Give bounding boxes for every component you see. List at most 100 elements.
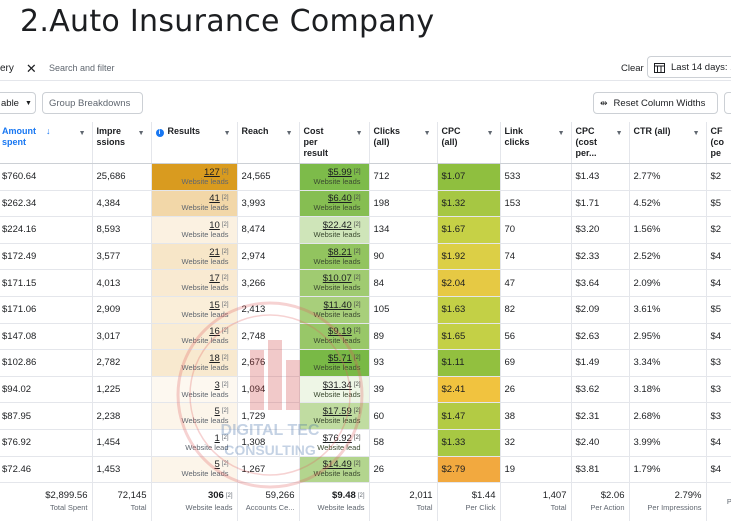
close-icon[interactable]: ✕ — [25, 60, 37, 76]
table-row[interactable]: $171.06 2,909 15 [2] Website leads 2,413 $11.4… — [0, 296, 731, 324]
reach-cell: 1,308 — [237, 429, 300, 457]
column-header-ctr-all[interactable]: CTR (all) ▼ — [629, 122, 707, 164]
cost-per-result-value[interactable]: $10.07 — [322, 273, 352, 285]
results-cell[interactable]: 16 [2] Website leads — [151, 323, 238, 351]
table-row[interactable]: $72.46 1,453 5 [2] Website leads 1,267 $14.49[… — [0, 456, 731, 484]
cost-per-result-label: Website leads — [313, 229, 361, 239]
cost-per-result-cell[interactable]: $9.19 [2] Website leads — [299, 323, 370, 351]
caret-down-icon[interactable]: ▼ — [285, 130, 293, 137]
caret-down-icon[interactable]: ▼ — [615, 130, 623, 137]
caret-down-icon[interactable]: ▼ — [355, 130, 363, 137]
cost-per-result-label: Website leads — [313, 283, 361, 293]
results-cell[interactable]: 1 [2] Website lead — [151, 429, 238, 457]
cost-per-result-value[interactable]: $22.42 — [322, 219, 352, 231]
caret-down-icon[interactable]: ▼ — [486, 130, 494, 137]
table-row[interactable]: $760.64 25,686 127 [2] Website leads 24,565 $5… — [0, 163, 731, 191]
cost-per-result-cell[interactable]: $17.59 [2] Website leads — [299, 402, 370, 430]
reset-column-widths-button[interactable]: ⇹ Reset Column Widths — [593, 92, 718, 114]
results-value[interactable]: 16 — [209, 326, 220, 338]
table-row[interactable]: $76.92 1,454 1 [2] Website lead 1,308 $76.92 [2… — [0, 429, 731, 457]
table-row[interactable]: $262.34 4,384 41 [2] Website leads 3,993 $6.40… — [0, 190, 731, 218]
caret-down-icon[interactable]: ▼ — [692, 130, 700, 137]
cost-per-result-cell[interactable]: $6.40 [2] Website leads — [299, 190, 370, 218]
column-header-results[interactable]: i Results ▼ — [151, 122, 238, 164]
results-value[interactable]: 15 — [209, 299, 220, 311]
cost-per-result-cell[interactable]: $76.92 [2] Website lead — [299, 429, 370, 457]
cost-per-result-sup: [2] — [353, 328, 361, 335]
results-value[interactable]: 5 — [214, 459, 220, 471]
cost-per-result-value[interactable]: $17.59 — [322, 406, 352, 418]
column-header-reach[interactable]: Reach ▼ — [237, 122, 300, 164]
column-header-link-clicks[interactable]: Link clicks ▼ — [500, 122, 572, 164]
caret-down-icon[interactable]: ▼ — [557, 130, 565, 137]
table-row[interactable]: $102.86 2,782 18 [2] Website leads 2,676 $5.71… — [0, 349, 731, 377]
cost-per-result-value[interactable]: $5.99 — [328, 166, 352, 178]
results-value[interactable]: 18 — [209, 352, 220, 364]
table-row[interactable]: $94.02 1,225 3 [2] Website leads 1,094 $31.34[… — [0, 376, 731, 404]
search-input[interactable]: Search and filter — [49, 63, 115, 73]
cost-per-result-value[interactable]: $76.92 — [322, 432, 352, 444]
caret-down-icon[interactable]: ▼ — [223, 130, 231, 137]
column-header-cpc-cost-per[interactable]: CPC (cost per... ▼ — [571, 122, 630, 164]
results-value[interactable]: 3 — [214, 379, 220, 391]
cost-per-result-value[interactable]: $6.40 — [328, 193, 352, 205]
cpc-cost-per-cell: $1.43 — [571, 163, 630, 191]
cost-per-result-cell[interactable]: $31.34 [2] Website leads — [299, 376, 370, 404]
more-button[interactable] — [724, 92, 731, 114]
impressions-cell: 2,909 — [92, 296, 152, 324]
results-cell[interactable]: 18 [2] Website leads — [151, 349, 238, 377]
truncated-cell: $3 — [706, 349, 731, 377]
results-cell[interactable]: 10 [2] Website leads — [151, 216, 238, 244]
cost-per-result-cell[interactable]: $11.40 [2] Website leads — [299, 296, 370, 324]
clear-button[interactable]: Clear — [621, 63, 644, 74]
results-value[interactable]: 127 — [203, 166, 220, 178]
total-cell: $9.48 [2] Website leads — [299, 482, 370, 521]
results-cell[interactable]: 21 [2] Website leads — [151, 243, 238, 271]
results-value[interactable]: 17 — [209, 273, 220, 285]
filter-chip[interactable]: ery ✕ — [0, 59, 37, 77]
column-header-impressions[interactable]: Impre ssions ▼ — [92, 122, 152, 164]
results-cell[interactable]: 3 [2] Website leads — [151, 376, 238, 404]
cost-per-result-cell[interactable]: $14.49 [2] Website leads — [299, 456, 370, 484]
cost-per-result-value[interactable]: $31.34 — [322, 379, 352, 391]
cost-per-result-cell[interactable]: $10.07 [2] Website leads — [299, 269, 370, 297]
cost-per-result-value[interactable]: $5.71 — [328, 352, 352, 364]
cost-per-result-cell[interactable]: $8.21 [2] Website leads — [299, 243, 370, 271]
results-cell[interactable]: 127 [2] Website leads — [151, 163, 238, 191]
results-value[interactable]: 21 — [209, 246, 220, 258]
results-cell[interactable]: 15 [2] Website leads — [151, 296, 238, 324]
results-value[interactable]: 41 — [209, 193, 220, 205]
results-value[interactable]: 1 — [214, 432, 220, 444]
cost-per-result-cell[interactable]: $5.99 [2] Website leads — [299, 163, 370, 191]
table-row[interactable]: $147.08 3,017 16 [2] Website leads 2,748 $9.19… — [0, 323, 731, 351]
cost-per-result-value[interactable]: $11.40 — [323, 299, 352, 311]
caret-down-icon[interactable]: ▼ — [78, 130, 86, 137]
results-cell[interactable]: 5 [2] Website leads — [151, 402, 238, 430]
cost-per-result-cell[interactable]: $5.71 [2] Website leads — [299, 349, 370, 377]
cpc-cost-per-cell: $3.20 — [571, 216, 630, 244]
table-view-dropdown[interactable]: able ▼ — [0, 92, 36, 114]
table-row[interactable]: $87.95 2,238 5 [2] Website leads 1,729 $17.59[… — [0, 402, 731, 430]
caret-down-icon[interactable]: ▼ — [423, 130, 431, 137]
results-cell[interactable]: 41 [2] Website leads — [151, 190, 238, 218]
results-cell[interactable]: 17 [2] Website leads — [151, 269, 238, 297]
table-row[interactable]: $172.49 3,577 21 [2] Website leads 2,974 $8.21… — [0, 243, 731, 271]
column-header-truncated[interactable]: CF (co pe — [706, 122, 731, 164]
column-header-clicks-all[interactable]: Clicks (all) ▼ — [369, 122, 438, 164]
date-range-button[interactable]: Last 14 days: 1 — [647, 56, 731, 78]
column-header-cpc-all[interactable]: CPC (all) ▼ — [437, 122, 501, 164]
results-value[interactable]: 5 — [214, 406, 220, 418]
column-header-amount-spent[interactable]: Amount spent ↓ ▼ — [0, 122, 93, 164]
truncated-cell: $3 — [706, 376, 731, 404]
caret-down-icon[interactable]: ▼ — [137, 130, 145, 137]
cost-per-result-value[interactable]: $14.49 — [322, 459, 352, 471]
table-row[interactable]: $224.16 8,593 10 [2] Website leads 8,474 $22.4… — [0, 216, 731, 244]
group-breakdowns-button[interactable]: Group Breakdowns — [42, 92, 143, 114]
column-header-cost-per-result[interactable]: Cost per result ▼ — [299, 122, 370, 164]
cost-per-result-value[interactable]: $9.19 — [328, 326, 352, 338]
results-value[interactable]: 10 — [209, 219, 220, 231]
results-cell[interactable]: 5 [2] Website leads — [151, 456, 238, 484]
cost-per-result-cell[interactable]: $22.42 [2] Website leads — [299, 216, 370, 244]
cost-per-result-value[interactable]: $8.21 — [328, 246, 352, 258]
table-row[interactable]: $171.15 4,013 17 [2] Website leads 3,266 $10.0… — [0, 269, 731, 297]
